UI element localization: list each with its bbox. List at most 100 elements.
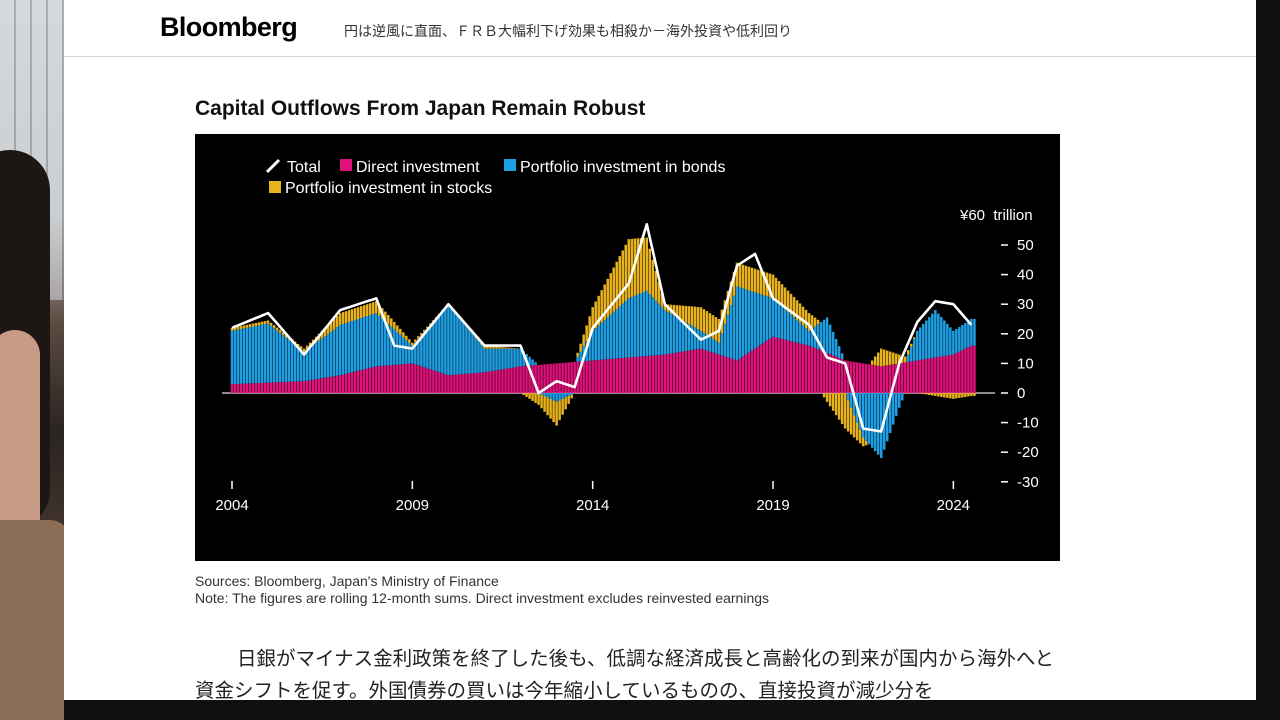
bar-direct: [816, 349, 820, 393]
bar-direct: [275, 382, 279, 393]
legend-direct-swatch: [340, 159, 352, 171]
bar-stocks: [789, 293, 793, 315]
bar-direct: [663, 354, 667, 393]
bar-direct: [588, 360, 591, 393]
bar-stocks: [804, 309, 808, 329]
bar-direct: [230, 384, 234, 393]
bar-stocks: [837, 393, 841, 420]
bar-bonds: [396, 332, 399, 365]
bar-bonds: [353, 319, 357, 372]
bar-stocks: [603, 284, 606, 320]
bar-stocks: [272, 325, 276, 329]
bar-bonds: [624, 300, 627, 358]
bar-stocks: [687, 306, 691, 324]
bar-bonds: [840, 353, 844, 360]
brand-logo[interactable]: Bloomberg: [160, 12, 298, 42]
bar-direct: [937, 356, 940, 393]
bar-direct: [480, 372, 483, 393]
bar-bonds: [642, 292, 646, 357]
bar-stocks: [792, 297, 796, 318]
bar-direct: [684, 351, 688, 393]
bar-stocks: [648, 248, 652, 295]
bar-direct: [934, 357, 937, 393]
bar-bonds: [849, 393, 853, 408]
bar-bonds: [732, 295, 736, 360]
bar-stocks: [266, 320, 270, 324]
bar-stocks: [366, 304, 369, 317]
bar-bonds: [645, 290, 649, 356]
bar-bonds: [756, 293, 760, 347]
bar-direct: [690, 350, 694, 393]
bar-direct: [768, 338, 772, 393]
bar-stocks: [798, 303, 802, 323]
bar-direct: [260, 382, 264, 393]
bar-stocks: [922, 393, 925, 394]
bar-bonds: [423, 331, 426, 368]
bar-bonds: [549, 393, 552, 399]
bar-bonds: [332, 329, 336, 377]
bar-stocks: [567, 395, 570, 404]
webcam-overlay: [0, 0, 64, 720]
bar-stocks: [756, 269, 760, 294]
bar-stocks: [275, 327, 279, 331]
bar-bonds: [741, 288, 745, 357]
bar-direct: [627, 357, 630, 393]
bar-direct: [558, 363, 561, 393]
bar-stocks: [813, 317, 817, 327]
bar-bonds: [483, 348, 486, 373]
bar-direct: [925, 358, 928, 393]
bar-bonds: [693, 327, 697, 350]
y-axis-group: 50 40 30 20 10 0 -10 -20 -30: [1001, 237, 1039, 491]
bar-direct: [639, 356, 643, 393]
bar-direct: [420, 366, 423, 393]
bar-bonds: [735, 286, 739, 361]
bar-bonds: [540, 393, 543, 395]
bar-direct: [546, 364, 549, 393]
bar-stocks: [934, 393, 937, 396]
y-tick-label: 30: [1017, 296, 1034, 313]
bar-stocks: [534, 393, 537, 403]
y-tick-label: 10: [1017, 355, 1034, 372]
bar-stocks: [594, 301, 597, 329]
bar-direct: [825, 353, 829, 393]
bar-direct: [489, 371, 492, 393]
bar-stocks: [729, 281, 733, 306]
bar-bonds: [786, 311, 790, 341]
bar-bonds: [825, 317, 829, 354]
bar-stocks: [359, 306, 363, 319]
bar-bonds: [792, 317, 796, 342]
bar-direct: [840, 359, 844, 393]
bar-direct: [257, 383, 261, 393]
bar-bonds: [350, 320, 354, 373]
bar-direct: [573, 361, 576, 393]
bar-stocks: [296, 343, 300, 347]
bar-bonds: [633, 295, 637, 357]
bar-direct: [648, 355, 652, 393]
bar-stocks: [522, 393, 525, 395]
bar-stocks: [585, 325, 588, 342]
bar-bonds: [369, 315, 372, 368]
bar-direct: [879, 366, 883, 393]
bar-bonds: [281, 335, 285, 383]
bar-bonds: [973, 319, 976, 346]
bar-stocks: [570, 394, 573, 399]
bar-direct: [528, 365, 531, 393]
bar-direct: [438, 372, 441, 393]
bar-bonds: [432, 321, 435, 371]
bar-direct: [855, 362, 859, 393]
bar-direct: [660, 354, 664, 393]
bar-stocks: [305, 345, 309, 350]
bar-stocks: [486, 345, 489, 349]
bar-direct: [870, 364, 874, 393]
bar-bonds: [898, 393, 901, 408]
bar-bonds: [687, 323, 691, 351]
bar-stocks: [762, 271, 766, 296]
bar-stocks: [363, 305, 366, 318]
bar-direct: [290, 381, 294, 393]
bar-bonds: [426, 328, 429, 369]
bar-direct: [777, 338, 781, 393]
y-tick-label: 50: [1017, 237, 1034, 254]
bar-stocks: [958, 393, 961, 398]
bar-stocks: [612, 267, 615, 312]
bar-stocks: [426, 326, 429, 329]
